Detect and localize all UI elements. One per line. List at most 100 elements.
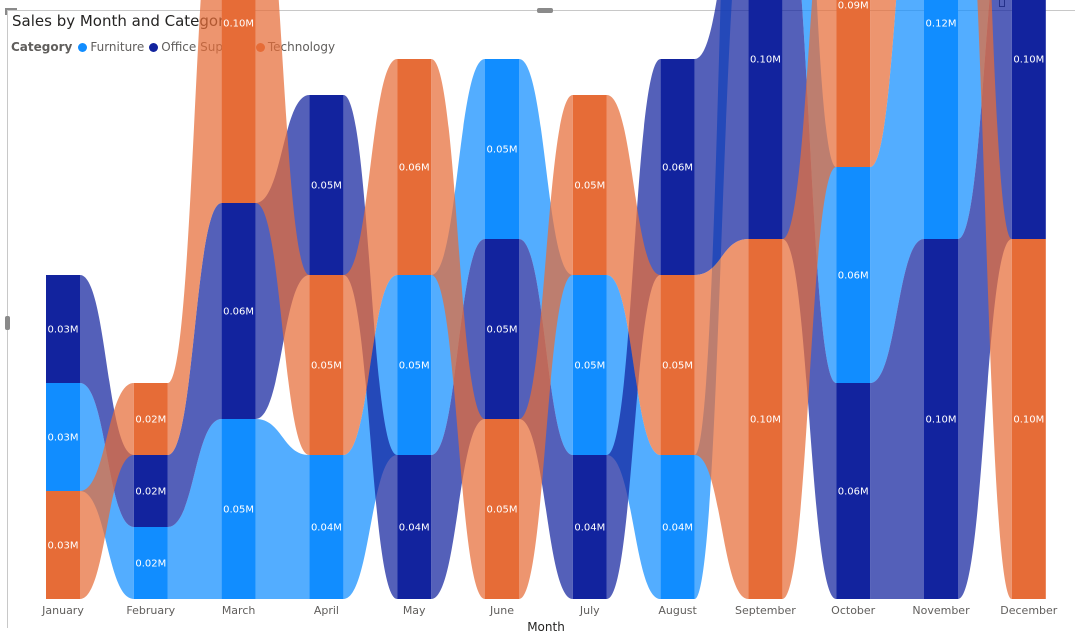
bar-segment-technology[interactable] bbox=[748, 239, 783, 599]
x-tick-label: February bbox=[126, 604, 175, 617]
data-label: 0.05M bbox=[574, 181, 605, 192]
bar-segment-technology[interactable] bbox=[221, 0, 256, 203]
data-label: 0.05M bbox=[311, 181, 342, 192]
bar-segment-office-supplies[interactable] bbox=[133, 455, 168, 527]
bar-segment-furniture[interactable] bbox=[397, 275, 432, 455]
data-label: 0.10M bbox=[926, 415, 957, 426]
bar-segment-furniture[interactable] bbox=[572, 275, 607, 455]
bar-segment-furniture[interactable] bbox=[221, 419, 256, 599]
bar-segment-technology[interactable] bbox=[660, 275, 695, 455]
data-label: 0.05M bbox=[487, 325, 518, 336]
bar-segments: 0.03M 0.03M 0.03M 0.02M 0.02M 0.02M 0.05M 0.06M… bbox=[46, 0, 1046, 599]
bar-segment-furniture[interactable] bbox=[924, 0, 958, 239]
bar-segment-office-supplies[interactable] bbox=[572, 455, 607, 599]
x-tick-label: October bbox=[831, 604, 875, 617]
data-label: 0.05M bbox=[662, 361, 693, 372]
ribbon-technology[interactable] bbox=[519, 95, 573, 599]
bar-segment-furniture[interactable] bbox=[485, 59, 519, 239]
bar-segment-office-supplies[interactable] bbox=[836, 383, 871, 599]
data-label: 0.02M bbox=[135, 559, 166, 570]
ribbon-technology[interactable] bbox=[782, 0, 837, 599]
data-label: 0.04M bbox=[662, 523, 693, 534]
legend-dot-icon bbox=[149, 42, 159, 52]
data-label: 0.04M bbox=[399, 523, 430, 534]
data-label: 0.05M bbox=[574, 361, 605, 372]
data-label: 0.02M bbox=[135, 415, 166, 426]
bar-segment-office-supplies[interactable] bbox=[924, 239, 958, 599]
bar-segment-office-supplies[interactable] bbox=[46, 275, 80, 383]
bar-segment-technology[interactable] bbox=[309, 275, 344, 455]
x-tick-label: December bbox=[1000, 604, 1058, 617]
bar-segment-office-supplies[interactable] bbox=[485, 239, 519, 419]
bar-segment-technology[interactable] bbox=[485, 419, 519, 599]
ribbon-technology[interactable] bbox=[870, 0, 924, 167]
bar-segment-furniture[interactable] bbox=[660, 455, 695, 599]
ribbon-furniture[interactable] bbox=[870, 0, 924, 383]
bar-segment-technology[interactable] bbox=[397, 59, 432, 275]
data-label: 0.05M bbox=[311, 361, 342, 372]
data-label: 0.04M bbox=[311, 523, 342, 534]
ribbon-technology[interactable] bbox=[958, 0, 1012, 599]
data-label: 0.04M bbox=[574, 523, 605, 534]
x-tick-label: June bbox=[489, 604, 514, 617]
chart-title: Sales by Month and Category bbox=[12, 12, 234, 30]
bar-segment-office-supplies[interactable] bbox=[397, 455, 432, 599]
data-label: 0.06M bbox=[662, 163, 693, 174]
bar-segment-furniture[interactable] bbox=[133, 527, 168, 599]
x-tick-label: January bbox=[41, 604, 84, 617]
ribbon-technology[interactable] bbox=[167, 0, 222, 455]
data-label: 0.10M bbox=[750, 415, 781, 426]
data-label: 0.03M bbox=[48, 433, 79, 444]
ribbon-technology[interactable] bbox=[606, 95, 661, 455]
bar-segment-office-supplies[interactable] bbox=[221, 203, 256, 419]
ribbon-technology[interactable] bbox=[255, 0, 310, 455]
legend-item-furniture[interactable]: Furniture bbox=[78, 40, 144, 54]
x-tick-label: August bbox=[658, 604, 697, 617]
data-label: 0.12M bbox=[926, 19, 957, 30]
resize-top-handle[interactable] bbox=[537, 8, 553, 13]
ribbon-office-supplies[interactable] bbox=[694, 0, 749, 275]
bar-segment-technology[interactable] bbox=[133, 383, 168, 455]
data-label: 0.10M bbox=[1013, 415, 1044, 426]
legend-label: Furniture bbox=[90, 40, 145, 54]
bar-segment-furniture[interactable] bbox=[46, 383, 80, 491]
legend-label: Technology bbox=[267, 40, 336, 54]
data-label: 0.05M bbox=[223, 505, 254, 516]
x-tick-label: May bbox=[403, 604, 426, 617]
resize-corner-handle[interactable] bbox=[5, 8, 17, 15]
bar-segment-technology[interactable] bbox=[46, 491, 80, 599]
data-label: 0.10M bbox=[750, 55, 781, 66]
data-label: 0.06M bbox=[399, 163, 430, 174]
ribbon-technology[interactable] bbox=[343, 59, 398, 455]
ribbon-furniture[interactable] bbox=[167, 419, 222, 599]
ribbon-technology[interactable] bbox=[80, 383, 134, 599]
bar-segment-technology[interactable] bbox=[1011, 239, 1046, 599]
legend-title: Category bbox=[11, 40, 73, 54]
data-label: 0.09M bbox=[838, 1, 869, 12]
bar-segment-technology[interactable] bbox=[572, 95, 607, 275]
resize-left-handle[interactable] bbox=[5, 316, 10, 330]
bar-segment-office-supplies[interactable] bbox=[309, 95, 344, 275]
bar-segment-furniture[interactable] bbox=[309, 455, 344, 599]
ribbons bbox=[80, 0, 1012, 599]
data-label: 0.02M bbox=[135, 487, 166, 498]
data-label: 0.10M bbox=[223, 19, 254, 30]
ribbon-furniture[interactable] bbox=[255, 419, 310, 599]
x-tick-label: April bbox=[314, 604, 339, 617]
ribbon-office-supplies[interactable] bbox=[870, 239, 924, 599]
data-label: 0.06M bbox=[838, 271, 869, 282]
bar-segment-office-supplies[interactable] bbox=[1011, 0, 1046, 239]
x-tick-label: November bbox=[912, 604, 970, 617]
data-label: 0.05M bbox=[487, 505, 518, 516]
data-label: 0.06M bbox=[223, 307, 254, 318]
bar-segment-technology[interactable] bbox=[836, 0, 871, 167]
bar-segment-office-supplies[interactable] bbox=[660, 59, 695, 275]
bar-segment-office-supplies[interactable] bbox=[748, 0, 783, 239]
ribbon-office-supplies[interactable] bbox=[167, 203, 222, 527]
ribbon-technology[interactable] bbox=[431, 59, 485, 599]
x-tick-label: March bbox=[222, 604, 256, 617]
bar-segment-furniture[interactable] bbox=[836, 167, 871, 383]
ribbon-technology[interactable] bbox=[694, 239, 749, 599]
x-axis: January February March April May June July Augu… bbox=[41, 604, 1058, 633]
